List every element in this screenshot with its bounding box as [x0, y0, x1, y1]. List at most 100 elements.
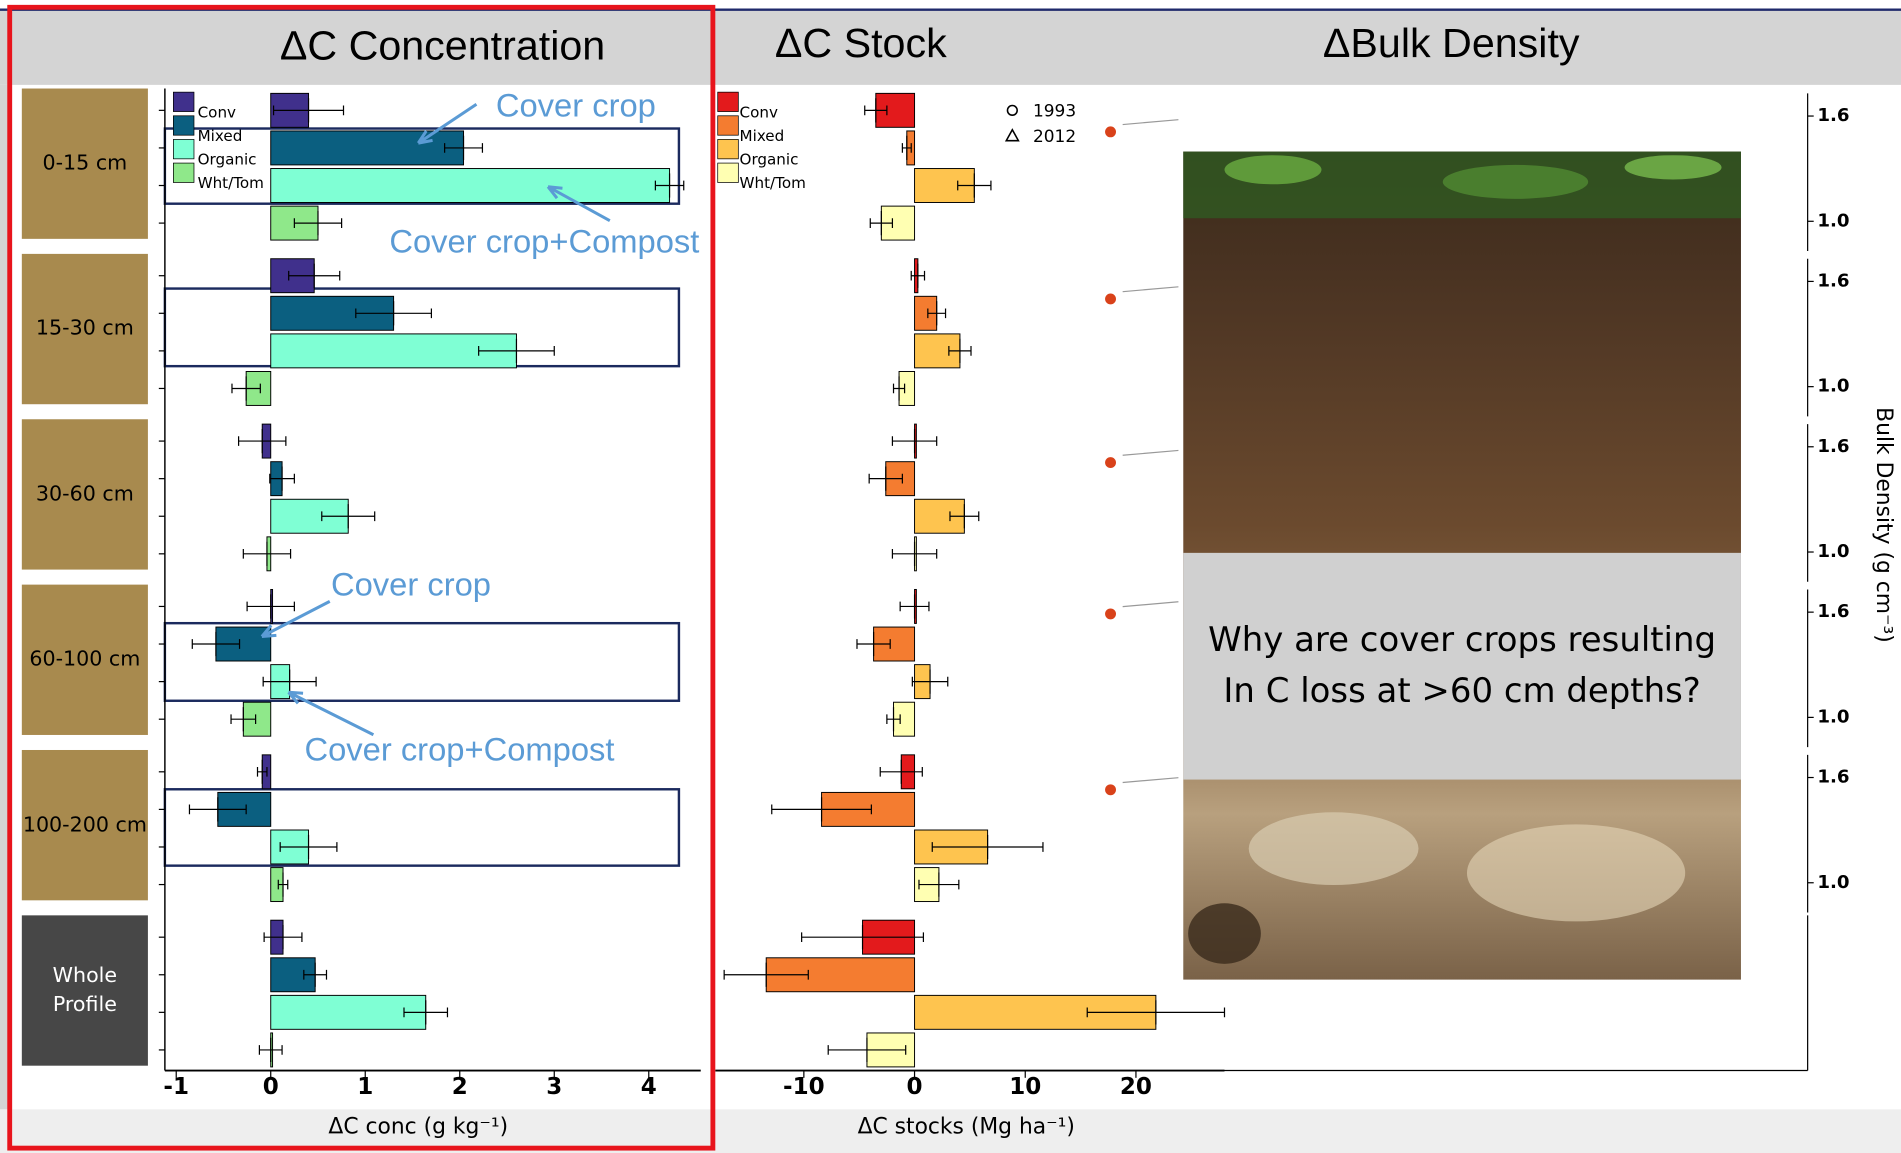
error-bar [827, 1037, 907, 1063]
bar [270, 333, 517, 369]
annotation: Cover crop+Compost [304, 730, 614, 767]
error-bar [771, 797, 872, 822]
error-bar [246, 594, 295, 619]
error-bar [237, 428, 287, 454]
error-bar [879, 759, 923, 784]
legend-marker [1006, 104, 1018, 116]
y-tick-label: 1.6 [1817, 105, 1849, 126]
error-bar [927, 301, 947, 326]
error-bar [293, 210, 343, 236]
annotation: Cover crop+Compost [389, 222, 699, 259]
depth-label-box: 100-200 cm [23, 813, 147, 837]
x-axis-label: ΔC conc (g kg⁻¹) [328, 1115, 508, 1140]
depth-box [21, 915, 148, 1066]
depth-box [21, 253, 148, 405]
error-bar [230, 707, 257, 732]
error-bar [269, 466, 295, 491]
point [1105, 126, 1116, 138]
error-bar [654, 173, 685, 198]
error-bar [288, 263, 341, 288]
x-tick-label: 1 [357, 1074, 373, 1100]
error-bar [931, 834, 1044, 860]
y-tick-label: 1.6 [1817, 767, 1849, 788]
x-axis-label: ΔC stocks (Mg ha⁻¹) [858, 1115, 1075, 1140]
depth-label: 0-15 cm [42, 151, 128, 176]
annotation-arrow [287, 690, 375, 737]
error-bar [891, 428, 938, 454]
error-bar [948, 338, 972, 364]
depth-label: 60-100 cm [29, 647, 141, 672]
depth-label-box: 60-100 cm [29, 647, 141, 672]
depth-label-box: 0-15 cm [42, 151, 128, 176]
error-bar [272, 98, 345, 123]
error-bar [321, 504, 376, 529]
y-tick-label: 1.6 [1817, 436, 1849, 457]
error-bar [957, 173, 992, 198]
error-bar [258, 1037, 283, 1063]
depth-label-box: 30-60 cm [35, 482, 134, 507]
panel-title: ΔC Concentration [280, 22, 605, 68]
depth-label: 15-30 cm [35, 316, 134, 342]
x-tick-label: 4 [641, 1074, 657, 1100]
y-tick-label: 1.0 [1817, 376, 1849, 397]
bar [270, 168, 671, 203]
error-bar [263, 925, 303, 950]
y-tick-label: 1.0 [1817, 706, 1849, 727]
error-bar [918, 872, 960, 897]
header-band [0, 9, 1901, 85]
depth-box [21, 419, 148, 570]
error-bar [911, 669, 949, 694]
legend-swatch [717, 162, 739, 183]
x-tick-label: 20 [1120, 1074, 1152, 1100]
legend-label: Conv [740, 103, 778, 121]
point [1105, 784, 1116, 796]
annotation: Cover crop [496, 87, 656, 124]
bar [270, 130, 465, 166]
legend-label: Mixed [198, 127, 243, 145]
error-bar [801, 925, 925, 950]
panel-title: ΔBulk Density [1323, 20, 1580, 66]
depth-label-box: Whole Profile [52, 963, 118, 1018]
legend-swatch [717, 91, 739, 112]
annotation-arrow [417, 103, 478, 145]
legend-swatch [173, 162, 195, 183]
legend-swatch [173, 115, 195, 136]
callout-text: In C loss at >60 cm depths? [1223, 671, 1700, 711]
x-tick-label: 10 [1009, 1074, 1041, 1100]
depth-label-box: 15-30 cm [35, 316, 134, 342]
pointer [1122, 119, 1179, 126]
bar [914, 168, 975, 203]
error-bar [403, 1000, 449, 1025]
legend-label: Mixed [740, 127, 785, 145]
depth-box [21, 749, 148, 901]
legend-label: 2012 [1033, 127, 1076, 147]
error-bar [864, 98, 888, 123]
legend-swatch [717, 115, 739, 136]
legend-label: Wht/Tom [740, 174, 806, 192]
depth-label: Whole Profile [52, 963, 118, 1018]
error-bar [191, 631, 241, 657]
depth-box [21, 584, 148, 735]
callout-text: Why are cover crops resulting [1208, 620, 1716, 660]
y-tick-label: 1.0 [1817, 872, 1849, 893]
error-bar [868, 466, 903, 491]
x-tick-label: 0 [907, 1074, 923, 1100]
x-tick-label: 0 [263, 1074, 279, 1100]
y-tick-label: 1.6 [1817, 601, 1849, 622]
pointer [1122, 777, 1179, 784]
error-bar [886, 707, 901, 732]
x-tick-label: 2 [452, 1074, 468, 1100]
point [1105, 608, 1116, 620]
legend-swatch [173, 91, 195, 112]
depth-label: 30-60 cm [35, 482, 134, 507]
error-bar [242, 541, 292, 566]
error-bar [277, 872, 289, 897]
point [1105, 457, 1116, 469]
error-bar [303, 962, 328, 987]
annotation: Cover crop [331, 565, 491, 602]
error-bar [723, 962, 809, 987]
y-tick-label: 1.0 [1817, 210, 1849, 231]
pointer [1122, 286, 1179, 293]
